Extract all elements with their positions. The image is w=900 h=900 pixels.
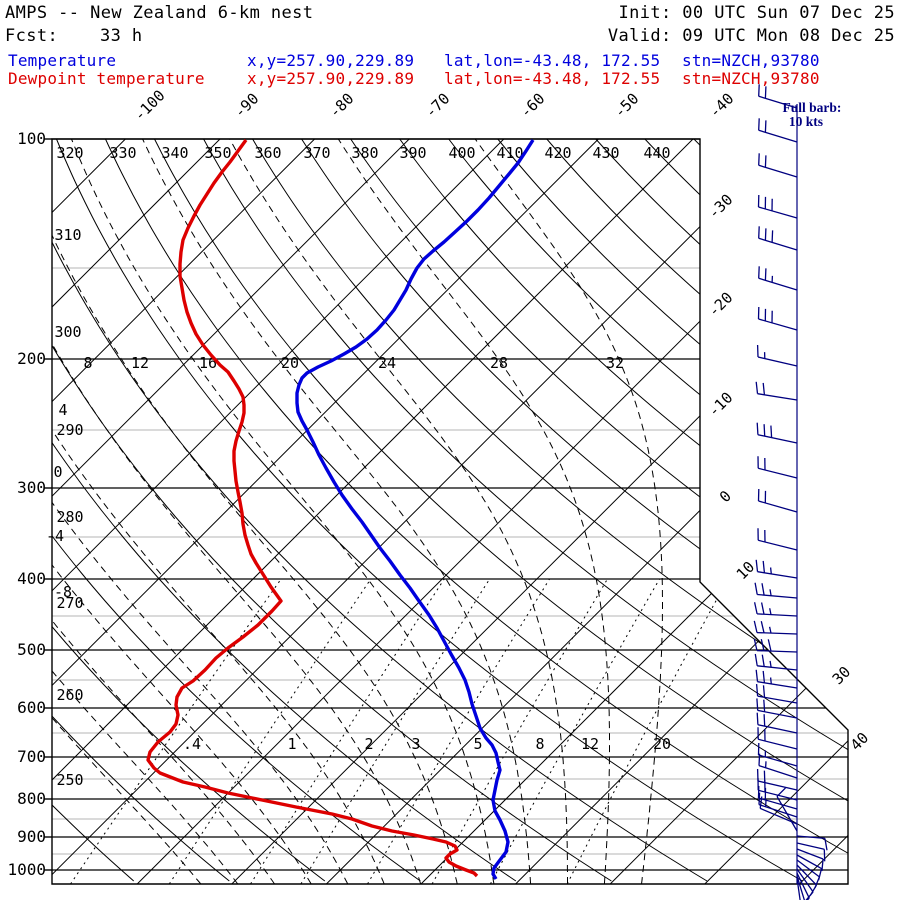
svg-text:28: 28 [490, 354, 508, 372]
svg-text:270: 270 [56, 594, 83, 612]
init-time: Init: 00 UTC Sun 07 Dec 25 [618, 3, 895, 23]
mixing-ratio-lines [70, 578, 729, 884]
svg-text:390: 390 [399, 144, 426, 162]
svg-text:30: 30 [829, 663, 855, 689]
svg-text:12: 12 [581, 735, 599, 753]
svg-text:-4: -4 [46, 527, 64, 545]
svg-text:290: 290 [56, 421, 83, 439]
svg-text:32: 32 [606, 354, 624, 372]
svg-text:-20: -20 [705, 289, 737, 321]
svg-text:-10: -10 [705, 389, 737, 421]
svg-text:350: 350 [204, 144, 231, 162]
temperature-xy-readout: x,y=257.90,229.89 [247, 51, 415, 70]
svg-text:300: 300 [17, 478, 46, 497]
svg-text:10: 10 [733, 558, 759, 584]
mixing-ratio-labels: .4 1 2 3 5 8 12 20 [183, 735, 671, 753]
svg-text:20: 20 [653, 735, 671, 753]
isotherms [52, 139, 848, 884]
svg-text:280: 280 [56, 508, 83, 526]
svg-text:10 kts: 10 kts [789, 114, 823, 129]
svg-text:-60: -60 [517, 90, 549, 122]
dewpoint-xy-readout: x,y=257.90,229.89 [247, 69, 415, 88]
forecast-hour-label: Fcst: [5, 26, 59, 46]
svg-text:900: 900 [17, 827, 46, 846]
svg-text:300: 300 [54, 323, 81, 341]
svg-text:440: 440 [643, 144, 670, 162]
svg-text:-8: -8 [54, 583, 72, 601]
svg-text:0: 0 [716, 487, 735, 506]
svg-text:-30: -30 [705, 191, 737, 223]
svg-text:3: 3 [411, 735, 420, 753]
svg-text:100: 100 [17, 129, 46, 148]
svg-text:5: 5 [473, 735, 482, 753]
svg-text:1: 1 [287, 735, 296, 753]
svg-text:8: 8 [83, 354, 92, 372]
theta-labels: 320 330 340 350 360 370 380 390 400 410 420 430 4403… [54, 144, 670, 789]
svg-text:250: 250 [56, 771, 83, 789]
svg-text:-100: -100 [130, 86, 168, 124]
barb-legend-label: Full barb:10 kts [783, 100, 842, 129]
svg-text:Full barb:: Full barb: [783, 100, 842, 115]
svg-text:200: 200 [17, 349, 46, 368]
svg-text:400: 400 [448, 144, 475, 162]
svg-text:310: 310 [54, 226, 81, 244]
svg-text:370: 370 [303, 144, 330, 162]
svg-text:330: 330 [109, 144, 136, 162]
page-title: AMPS -- New Zealand 6-km nest [5, 3, 314, 23]
dewpoint-latlon-readout: lat,lon=-43.48, 172.55 [444, 69, 661, 88]
svg-text:800: 800 [17, 789, 46, 808]
svg-text:40: 40 [847, 729, 873, 755]
svg-text:260: 260 [56, 686, 83, 704]
svg-text:0: 0 [53, 463, 62, 481]
svg-text:-80: -80 [326, 90, 358, 122]
temperature-station-readout: stn=NZCH,93780 [682, 51, 820, 70]
svg-text:400: 400 [17, 569, 46, 588]
svg-text:380: 380 [351, 144, 378, 162]
svg-text:4: 4 [58, 401, 67, 419]
legend-temperature-label: Temperature [8, 51, 117, 70]
svg-text:600: 600 [17, 698, 46, 717]
svg-text:24: 24 [378, 354, 396, 372]
svg-text:-90: -90 [231, 90, 263, 122]
moist-adiabats [52, 139, 663, 884]
svg-text:-40: -40 [706, 90, 738, 122]
dewpoint-curve [146, 139, 479, 878]
svg-text:1000: 1000 [7, 860, 46, 879]
svg-text:360: 360 [254, 144, 281, 162]
wind-barbs [753, 84, 828, 900]
dewpoint-station-readout: stn=NZCH,93780 [682, 69, 820, 88]
svg-text:420: 420 [544, 144, 571, 162]
svg-text:8: 8 [535, 735, 544, 753]
svg-text:410: 410 [496, 144, 523, 162]
svg-text:12: 12 [131, 354, 149, 372]
temperature-latlon-readout: lat,lon=-43.48, 172.55 [444, 51, 661, 70]
pressure-axis-labels: 100 200 300 400 500 600 700 800 900 1000 [7, 129, 52, 879]
svg-text:20: 20 [281, 354, 299, 372]
svg-text:430: 430 [592, 144, 619, 162]
svg-text:320: 320 [56, 144, 83, 162]
svg-text:.4: .4 [183, 735, 201, 753]
temperature-curve [295, 139, 535, 880]
dry-adiabats [52, 139, 848, 882]
legend-dewpoint-label: Dewpoint temperature [8, 69, 205, 88]
forecast-hour-value: 33 h [100, 26, 143, 46]
svg-text:2: 2 [364, 735, 373, 753]
svg-text:500: 500 [17, 640, 46, 659]
chart-border [51, 138, 849, 885]
valid-time: Valid: 09 UTC Mon 08 Dec 25 [607, 26, 895, 46]
svg-text:-70: -70 [422, 90, 454, 122]
svg-text:-50: -50 [611, 90, 643, 122]
svg-text:340: 340 [161, 144, 188, 162]
svg-text:700: 700 [17, 747, 46, 766]
